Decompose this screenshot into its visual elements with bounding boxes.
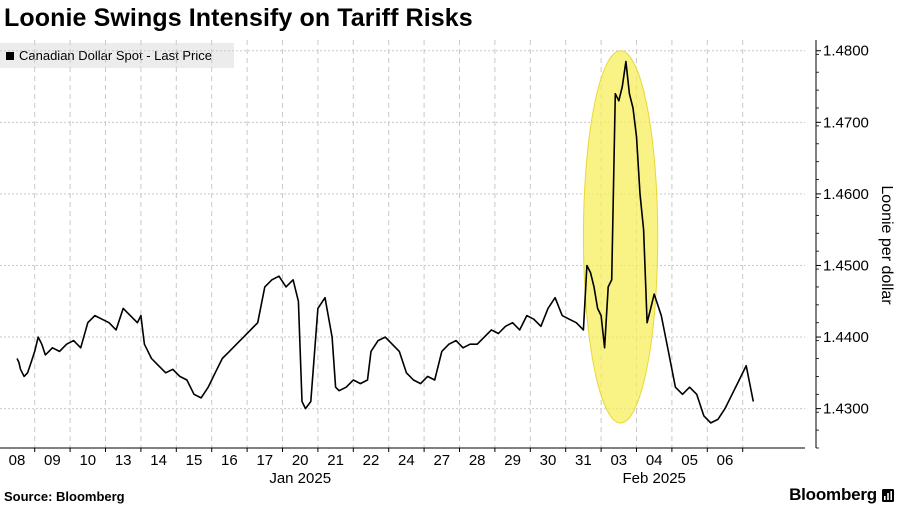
highlight-ellipse xyxy=(582,50,659,424)
x-tick-label: 16 xyxy=(221,452,238,469)
x-tick-label: 22 xyxy=(363,452,380,469)
brand-logo: Bloomberg xyxy=(789,485,894,505)
series-line xyxy=(16,60,755,424)
x-tick-label: 04 xyxy=(646,452,663,469)
x-tick-label: 17 xyxy=(256,452,273,469)
x-tick-label: 14 xyxy=(150,452,167,469)
x-tick-label: 06 xyxy=(717,452,734,469)
legend-swatch xyxy=(6,51,14,60)
x-tick-label: 31 xyxy=(575,452,592,469)
x-month-label: Jan 2025 xyxy=(269,470,331,487)
brand-name: Bloomberg xyxy=(789,485,877,504)
y-tick-label: 1.4800 xyxy=(823,43,869,60)
highlight-layer xyxy=(582,50,659,424)
series-layer xyxy=(16,60,755,424)
y-tick-label: 1.4300 xyxy=(823,401,869,418)
x-tick-label: 27 xyxy=(433,452,450,469)
x-tick-label: 13 xyxy=(115,452,132,469)
x-tick-label: 15 xyxy=(186,452,203,469)
x-tick-label: 10 xyxy=(79,452,96,469)
axes: 1.4300 1.4400 1.4500 1.4600 1.4700 1.4800 Loon… xyxy=(0,40,895,487)
x-month-label: Feb 2025 xyxy=(623,470,686,487)
x-tick-label: 03 xyxy=(610,452,627,469)
y-tick-label: 1.4500 xyxy=(823,257,869,274)
x-tick-label: 05 xyxy=(681,452,698,469)
terminal-icon xyxy=(882,488,894,502)
y-axis-label: Loonie per dollar xyxy=(878,185,895,305)
x-tick-label: 09 xyxy=(44,452,61,469)
x-tick-label: 24 xyxy=(398,452,415,469)
x-tick-label: 28 xyxy=(469,452,486,469)
x-tick-label: 30 xyxy=(540,452,557,469)
y-tick-label: 1.4400 xyxy=(823,329,869,346)
legend: Canadian Dollar Spot - Last Price xyxy=(0,43,234,68)
chart-title: Loonie Swings Intensify on Tariff Risks xyxy=(4,4,473,32)
x-tick-label: 20 xyxy=(292,452,309,469)
y-tick-label: 1.4600 xyxy=(823,186,869,203)
x-tick-label: 08 xyxy=(9,452,26,469)
x-tick-label: 21 xyxy=(327,452,344,469)
legend-label: Canadian Dollar Spot - Last Price xyxy=(19,48,212,63)
grid xyxy=(0,40,805,448)
source-note: Source: Bloomberg xyxy=(4,489,125,504)
x-tick-label: 29 xyxy=(504,452,521,469)
y-tick-label: 1.4700 xyxy=(823,114,869,131)
